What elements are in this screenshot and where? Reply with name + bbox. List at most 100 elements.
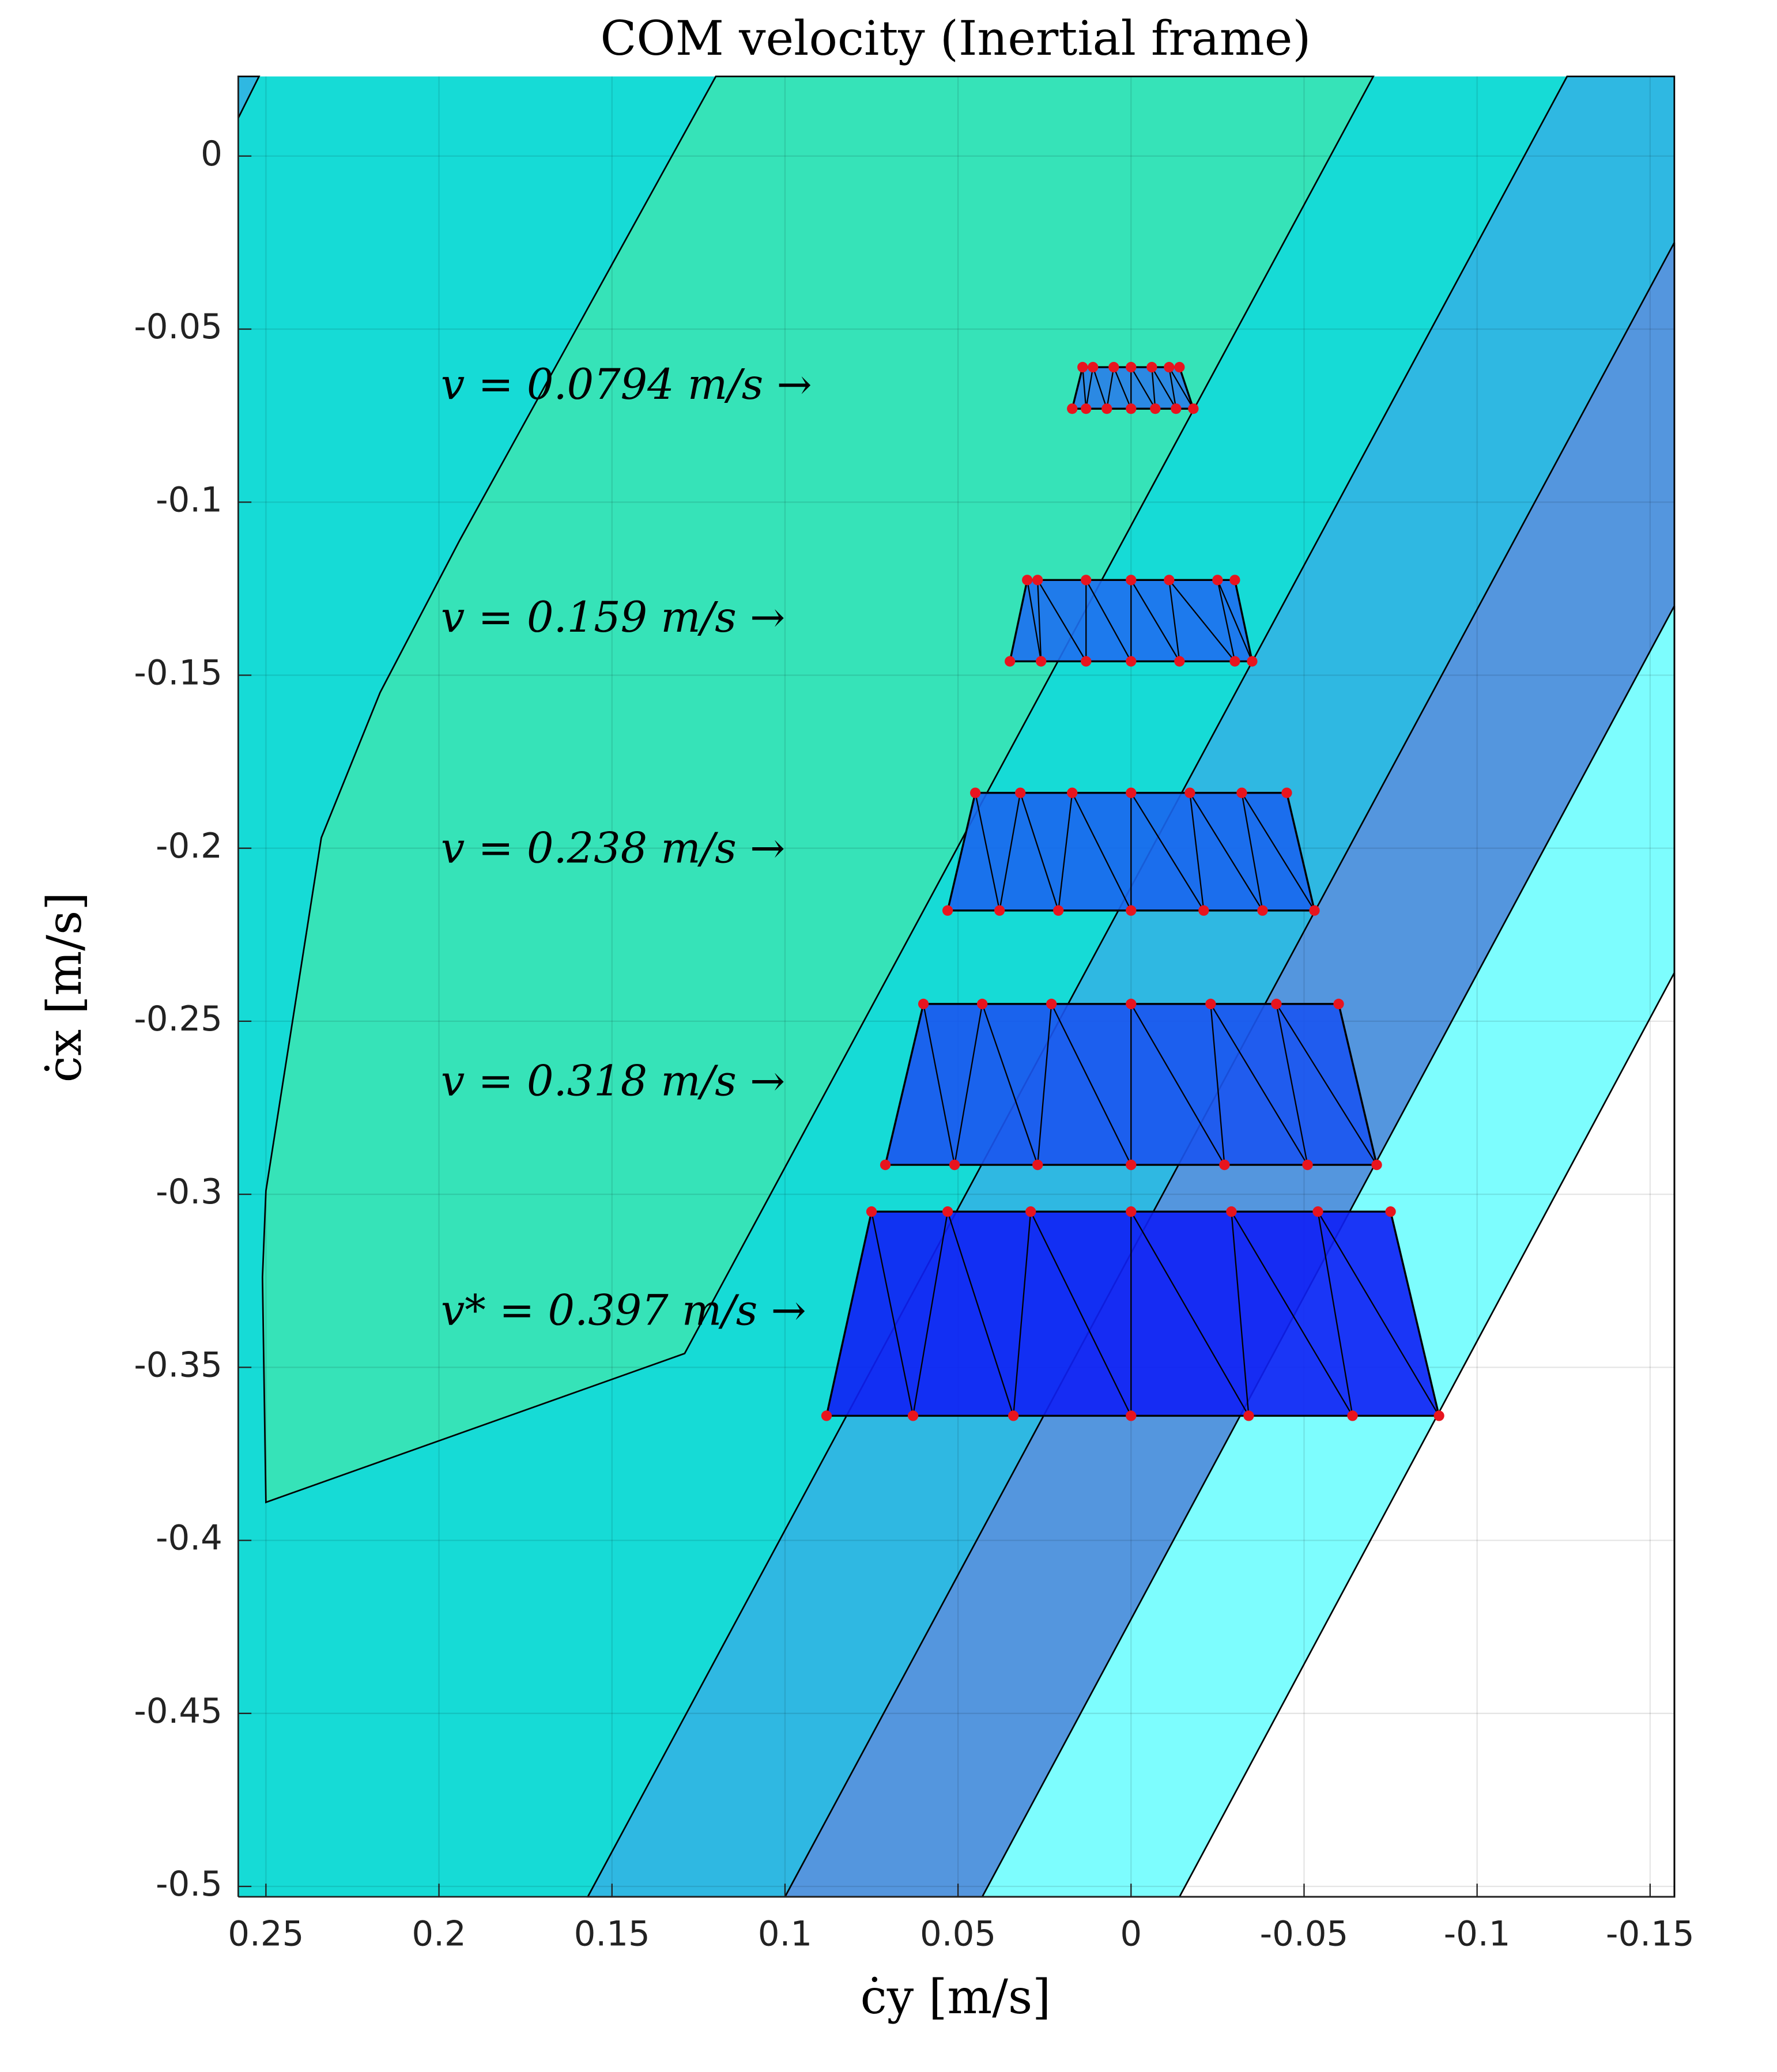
polytope-edge [982,1003,1039,1165]
polytope-edge [1179,367,1194,409]
vertex [1174,361,1185,373]
annotation: v = 0.238 m/s → [441,824,785,873]
vertex [1205,998,1216,1010]
vertex [1126,787,1137,798]
vertex [821,1410,832,1421]
vertex [1257,905,1268,916]
vertex [1243,1410,1254,1421]
x-tick-label: 0.15 [574,1915,650,1954]
polytope-edge [1168,367,1177,409]
polytope-edge [946,792,976,911]
polytope-edge [1130,367,1156,409]
vertex [1229,656,1240,667]
vertex [1032,1159,1043,1171]
polytope-edge [922,1003,956,1165]
x-axis-label: ċy [m/s] [861,1970,1051,2025]
vertex [1433,1410,1444,1421]
vertex [1005,656,1016,667]
vertex [1081,656,1092,667]
y-tick-label: -0.15 [134,654,222,693]
vertex [1126,361,1137,373]
polytope-edge [1085,579,1132,662]
vertex [942,1206,953,1217]
vertex [1081,575,1092,586]
polytope-edge [1217,579,1253,662]
polytope-edge [1241,792,1315,911]
polytope-edge [1130,792,1205,911]
vertex [1174,656,1185,667]
vertex [1150,403,1161,414]
y-tick-label: -0.5 [156,1865,222,1904]
vertex [1088,361,1099,373]
polytope-edge [825,1211,873,1416]
vertex [1126,998,1137,1010]
polytope-edge [1058,792,1073,911]
vertex [918,998,929,1010]
x-tick-label: 0.1 [758,1915,812,1954]
vertex [1077,361,1088,373]
y-axis-label: ċx [m/s] [37,892,92,1083]
vertex [1188,403,1199,414]
vertex [977,998,988,1010]
vertex [1247,656,1258,667]
vertex [1229,575,1240,586]
polytope-edge [1317,1211,1353,1416]
vertex [969,787,981,798]
vertex [1108,361,1119,373]
region [262,76,1375,1504]
polytope-edge [870,1211,914,1416]
polytope-edge [953,1003,983,1165]
polytope-edge [1168,367,1194,409]
polytope-edge [1051,1003,1132,1165]
vertex [1164,575,1175,586]
vertex [1371,1159,1382,1171]
vertex [1046,998,1057,1010]
vertex [1226,1206,1237,1217]
vertex [1219,1159,1230,1171]
polytope-edge [1210,1003,1308,1165]
polytope-edge [1130,1003,1225,1165]
annotation: v = 0.159 m/s → [441,593,785,642]
vertex [1146,361,1157,373]
annotation: v = 0.318 m/s → [441,1056,785,1105]
polytope-edge [1130,1211,1250,1416]
vertex [1184,787,1195,798]
vertex [1236,787,1247,798]
y-tick-label: -0.45 [134,1692,222,1731]
x-tick-label: -0.1 [1444,1915,1511,1954]
vertex [1212,575,1223,586]
vertex [866,1206,877,1217]
polytope-edge [1390,1211,1440,1416]
polytope-edge [1217,580,1236,662]
vertex [1333,998,1344,1010]
polytope-edge [1189,792,1205,911]
vertex [1126,403,1137,414]
vertex [1198,905,1209,916]
polytope-edge [999,792,1021,911]
polytope-edge [1092,367,1108,409]
polytope-edge [1151,367,1156,409]
vertex [1347,1410,1358,1421]
vertex [907,1410,919,1421]
vertex [1281,787,1292,798]
y-tick-label: -0.1 [156,480,222,520]
vertex [1312,1206,1323,1217]
vertex [1126,656,1137,667]
vertex [1385,1206,1396,1217]
chart-title: COM velocity (Inertial frame) [600,12,1311,66]
polytope-edge [1241,792,1263,911]
vertex [1015,787,1026,798]
vertex [1309,905,1320,916]
x-tick-label: 0.2 [412,1915,466,1954]
polytope-edge [1286,792,1315,911]
polytope-edge [1168,579,1236,662]
x-tick-label: -0.15 [1606,1915,1695,1954]
polytope-edge [1085,367,1094,409]
polytope-edge [1027,580,1042,662]
polytope-edge [1020,792,1059,911]
vertex [1032,575,1043,586]
polytope-edge [1113,367,1132,409]
y-tick-label: -0.2 [156,826,222,866]
vertex [1067,403,1078,414]
